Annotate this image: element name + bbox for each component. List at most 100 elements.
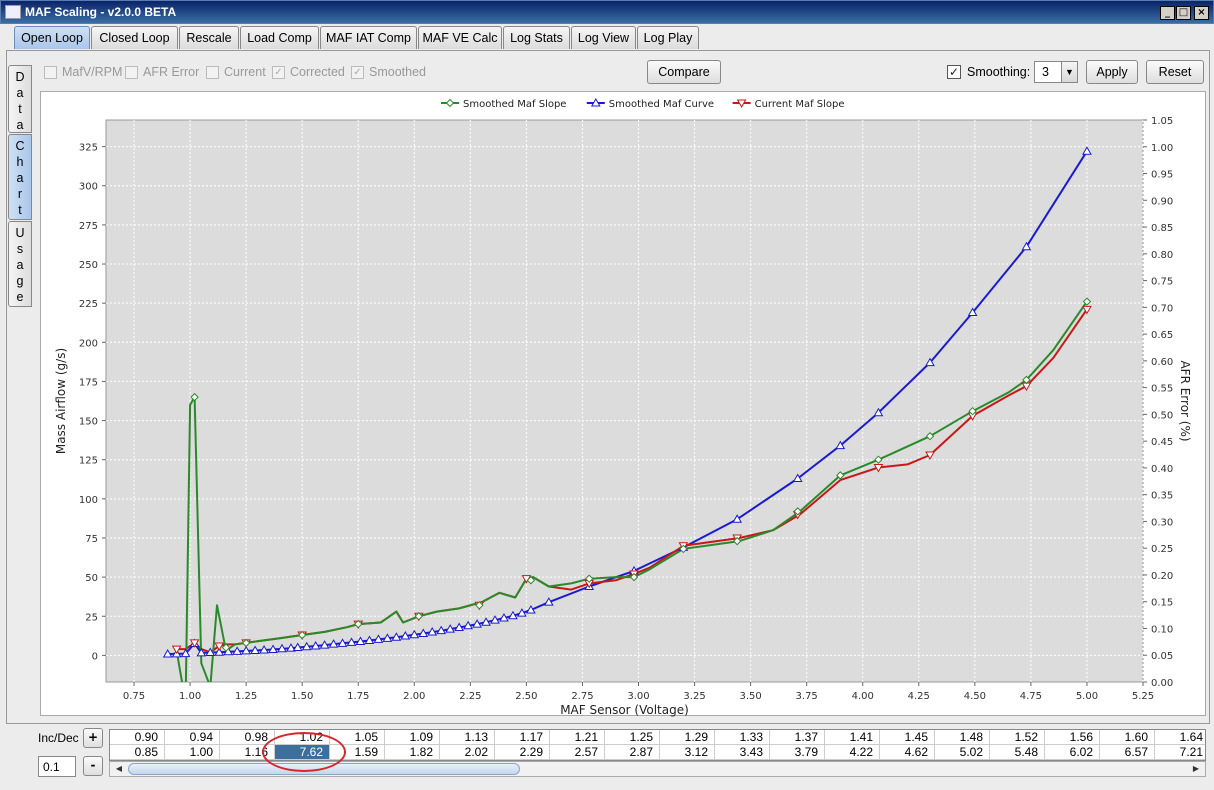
data-point	[481, 617, 491, 626]
data-point	[214, 642, 225, 652]
table-cell[interactable]: 1.17	[495, 730, 550, 745]
y2-tick-label: 0.35	[1151, 491, 1173, 502]
check-icon[interactable]: ✓	[272, 66, 285, 79]
table-cell[interactable]: 5.02	[935, 745, 990, 760]
side-tab-letter: a	[16, 86, 24, 100]
maximize-button[interactable]: □	[1176, 6, 1191, 20]
tab-closed-loop[interactable]: Closed Loop	[91, 26, 178, 49]
data-point	[337, 638, 348, 647]
table-cell[interactable]: 1.48	[935, 730, 990, 745]
checkbox-label: Corrected	[290, 65, 345, 79]
table-cell[interactable]: 1.09	[385, 730, 440, 745]
table-cell[interactable]: 0.94	[165, 730, 220, 745]
table-cell[interactable]: 1.82	[385, 745, 440, 760]
x-tick-label: 1.00	[179, 691, 201, 702]
y2-tick-label: 0.15	[1151, 598, 1173, 609]
y2-tick-label: 0.60	[1151, 357, 1173, 368]
data-point	[925, 451, 935, 461]
data-point	[418, 628, 429, 637]
table-cell[interactable]: 5.48	[990, 745, 1045, 760]
tab-load-comp[interactable]: Load Comp	[240, 26, 319, 49]
checkbox-label: Smoothed	[369, 65, 426, 79]
table-cell[interactable]: 4.62	[880, 745, 935, 760]
data-point	[400, 630, 411, 640]
table-cell[interactable]: 1.29	[660, 730, 715, 745]
data-point	[475, 601, 484, 610]
x-tick-label: 1.25	[235, 691, 257, 702]
table-cell[interactable]: 1.33	[715, 730, 770, 745]
legend-item: Current Maf Slope	[755, 99, 845, 110]
close-button[interactable]: ×	[1194, 6, 1209, 20]
check-icon[interactable]: ✓	[947, 65, 961, 79]
data-point	[1022, 375, 1031, 385]
table-cell[interactable]: 3.43	[715, 745, 770, 760]
maf-chart[interactable]: 0.75 1.00 1.25 1.50 1.75 2.00 2.25 2.50 2.75 3.00…	[41, 92, 1207, 717]
y-tick-label: 0	[92, 651, 98, 662]
reset-button[interactable]: Reset	[1146, 60, 1204, 84]
checkbox-label: AFR Error	[143, 65, 200, 79]
apply-button[interactable]: Apply	[1086, 60, 1138, 84]
table-cell[interactable]: 1.13	[440, 730, 495, 745]
smoothing-select[interactable]: 3 ▼	[1034, 61, 1078, 83]
table-cell[interactable]: 1.59	[330, 745, 385, 760]
checkbox-box[interactable]	[125, 66, 138, 79]
tab-maf-ve-calc[interactable]: MAF VE Calc	[418, 26, 502, 49]
table-cell[interactable]: 1.41	[825, 730, 880, 745]
table-cell[interactable]: 2.57	[550, 745, 605, 760]
compare-button[interactable]: Compare	[647, 60, 721, 84]
data-point	[1021, 241, 1032, 251]
checkbox-box[interactable]	[206, 66, 219, 79]
table-cell[interactable]: 4.22	[825, 745, 880, 760]
tab-log-view[interactable]: Log View	[571, 26, 636, 49]
checkbox-box[interactable]	[44, 66, 57, 79]
table-cell[interactable]: 1.64	[1155, 730, 1205, 745]
data-point	[1082, 297, 1092, 306]
x-tick-label: 5.25	[1132, 691, 1154, 702]
table-cell[interactable]: 6.57	[1100, 745, 1155, 760]
table-cell[interactable]: 1.00	[165, 745, 220, 760]
table-cell[interactable]: 3.79	[770, 745, 825, 760]
data-point	[436, 625, 447, 635]
tab-log-stats[interactable]: Log Stats	[503, 26, 570, 49]
step-input[interactable]: 0.1	[38, 756, 76, 777]
data-point	[679, 544, 688, 554]
y2-tick-label: 0.55	[1151, 384, 1173, 395]
table-cell[interactable]: 7.21	[1155, 745, 1205, 760]
data-point	[454, 622, 465, 632]
table-cell[interactable]: 1.45	[880, 730, 935, 745]
check-icon[interactable]: ✓	[351, 66, 364, 79]
scroll-right-icon[interactable]: ▶	[1192, 764, 1200, 773]
table-cell[interactable]: 0.85	[110, 745, 165, 760]
table-cell[interactable]: 1.25	[605, 730, 660, 745]
tab-maf-iat-comp[interactable]: MAF IAT Comp	[320, 26, 417, 49]
tab-rescale[interactable]: Rescale	[179, 26, 239, 49]
x-tick-label: 3.50	[739, 691, 761, 702]
table-cell[interactable]: 1.37	[770, 730, 825, 745]
tab-log-play[interactable]: Log Play	[637, 26, 699, 49]
table-cell[interactable]: 2.02	[440, 745, 495, 760]
table-cell[interactable]: 1.21	[550, 730, 605, 745]
table-cell[interactable]: 2.29	[495, 745, 550, 760]
table-cell[interactable]: 1.52	[990, 730, 1045, 745]
increment-button[interactable]: +	[83, 728, 103, 748]
table-cell[interactable]: 2.87	[605, 745, 660, 760]
minimize-button[interactable]: _	[1160, 6, 1175, 20]
data-point	[967, 307, 978, 317]
table-cell[interactable]: 0.90	[110, 730, 165, 745]
chevron-down-icon[interactable]: ▼	[1061, 62, 1077, 82]
y-tick-label: 325	[79, 143, 98, 154]
tab-open-loop[interactable]: Open Loop	[14, 26, 90, 49]
data-point	[189, 639, 200, 648]
table-cell[interactable]: 6.02	[1045, 745, 1100, 760]
table-cell[interactable]: 1.05	[330, 730, 385, 745]
y2-tick-label: 0.10	[1151, 624, 1173, 635]
table-cell[interactable]: 3.12	[660, 745, 715, 760]
decrement-button[interactable]: -	[83, 756, 103, 776]
table-cell[interactable]: 1.56	[1045, 730, 1100, 745]
scroll-left-icon[interactable]: ◀	[115, 764, 123, 773]
table-cell[interactable]: 1.60	[1100, 730, 1155, 745]
y-tick-label: 100	[79, 495, 98, 506]
